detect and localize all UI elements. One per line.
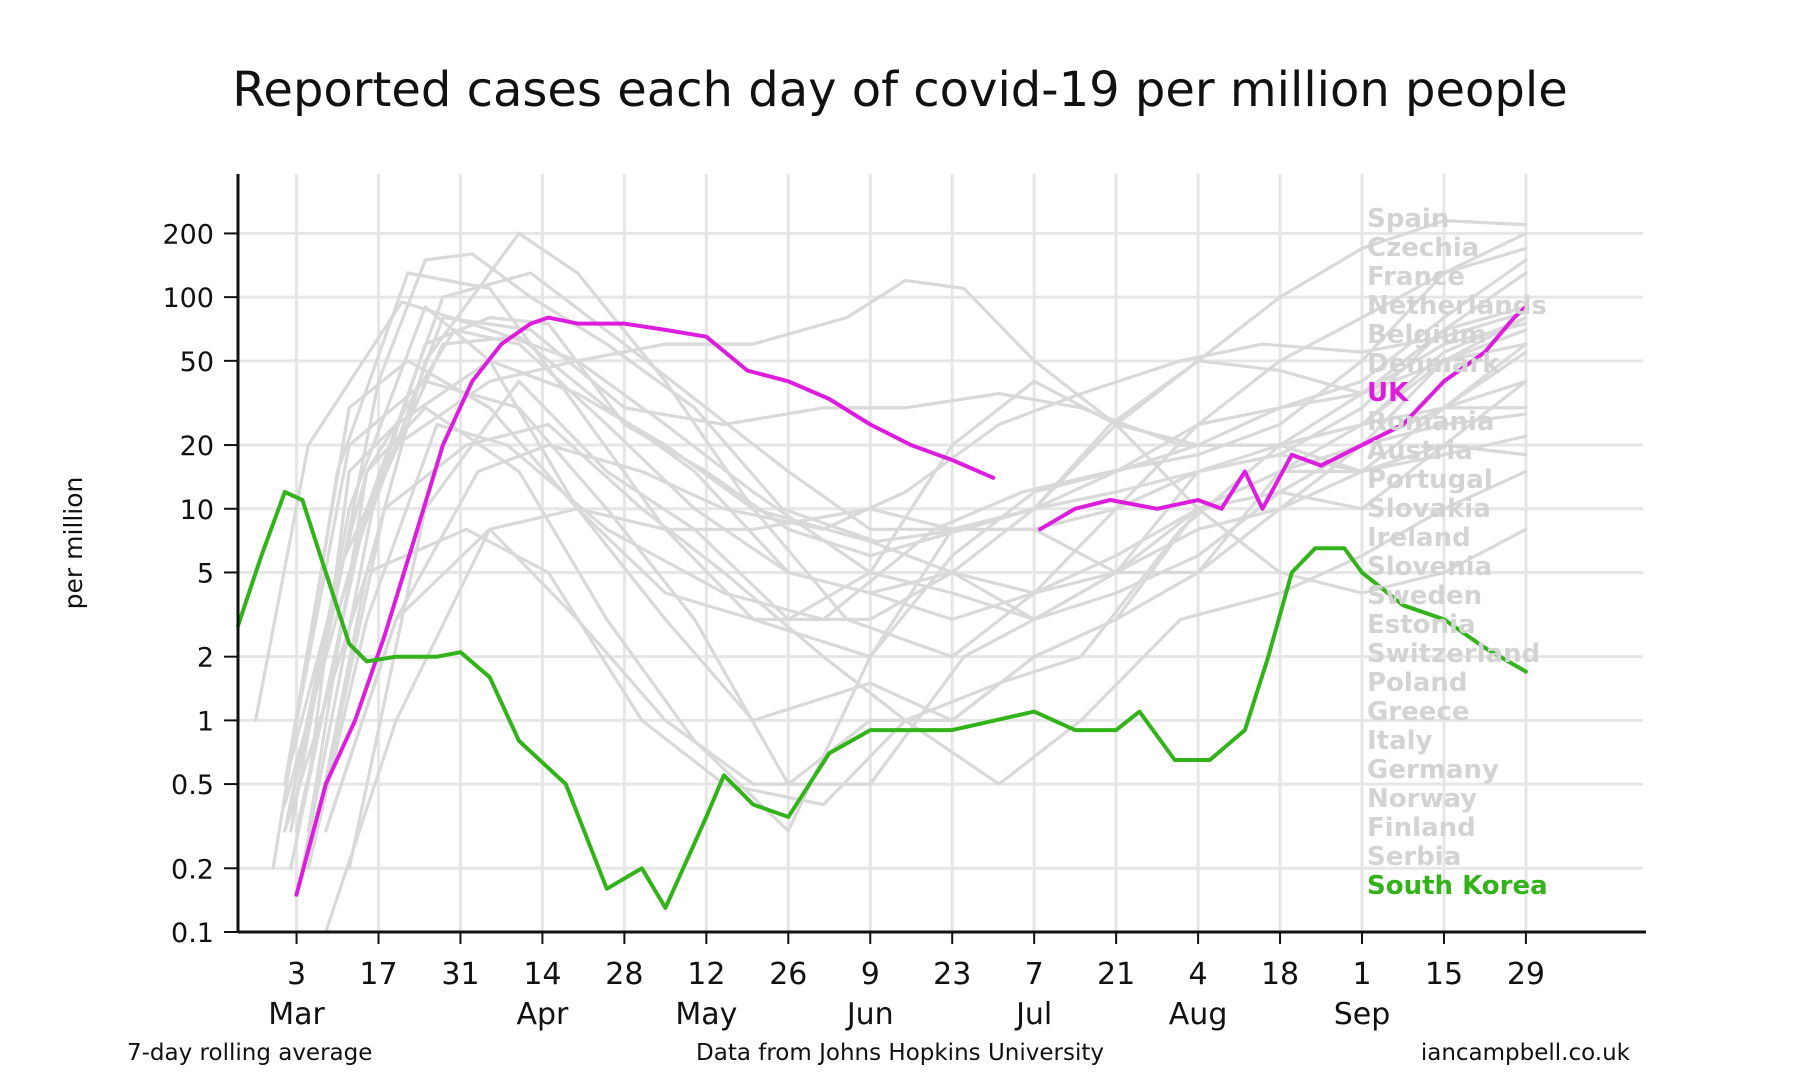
legend-entry: Slovakia [1367, 494, 1491, 524]
x-month-label: May [675, 997, 737, 1032]
series-line-uk [294, 304, 1528, 897]
series-line-germany [283, 328, 1528, 786]
series-line-switzerland [271, 271, 1528, 870]
x-tick-label: 29 [1507, 957, 1545, 992]
series-line-ireland [306, 231, 1528, 870]
legend-entry: Switzerland [1367, 639, 1540, 669]
x-tick-label: 26 [769, 957, 807, 992]
legend-entry: Poland [1367, 668, 1468, 698]
series-line-serbia [347, 379, 1528, 870]
series-line-poland [324, 379, 1528, 934]
x-tick-labels: 3 Mar 17 31 14 Apr 28 12 May 26 9 Jun 23 7 Jul 21 4 Aug 18… [268, 957, 1545, 1032]
y-axis-label: per million [59, 477, 88, 610]
y-tick-label: 5 [197, 558, 214, 589]
legend: SpainCzechiaFranceNetherlandsBelgiumDenm… [1367, 204, 1548, 901]
series-line-estonia [283, 379, 1528, 786]
legend-entry: Finland [1367, 813, 1476, 843]
legend-entry: South Korea [1367, 871, 1548, 901]
highlighted-series-lines [236, 304, 1528, 910]
legend-entry: Sweden [1367, 581, 1482, 611]
chart-title: Reported cases each day of covid-19 per … [232, 62, 1568, 118]
legend-entry: Spain [1367, 204, 1449, 234]
legend-entry: Austria [1367, 436, 1473, 466]
y-tick-label: 100 [162, 283, 214, 314]
axes [224, 174, 1646, 944]
legend-entry: Ireland [1367, 523, 1471, 553]
series-line-finland [306, 422, 1528, 870]
y-tick-label: 10 [180, 495, 214, 526]
x-tick-label: 15 [1425, 957, 1463, 992]
x-tick-label: 9 [861, 957, 880, 992]
y-tick-label: 1 [197, 706, 214, 737]
x-month-label: Apr [516, 997, 569, 1032]
x-tick-label: 31 [441, 957, 479, 992]
y-tick-label: 20 [180, 431, 214, 462]
x-tick-label: 4 [1189, 957, 1208, 992]
x-month-label: Mar [268, 997, 325, 1032]
x-tick-label: 7 [1025, 957, 1044, 992]
x-tick-label: 1 [1352, 957, 1371, 992]
x-tick-label: 28 [605, 957, 643, 992]
x-tick-label: 12 [687, 957, 725, 992]
y-tick-label: 0.2 [171, 854, 214, 885]
series-line-spain [283, 219, 1528, 833]
legend-entry: France [1367, 262, 1465, 292]
legend-entry: Germany [1367, 755, 1499, 785]
legend-entry: Italy [1367, 726, 1433, 756]
footer-source: Data from Johns Hopkins University [696, 1040, 1104, 1066]
legend-entry: Romania [1367, 407, 1495, 437]
footer-note: 7-day rolling average [127, 1040, 373, 1066]
background-series-lines [254, 219, 1528, 934]
y-tick-label: 200 [162, 219, 214, 250]
legend-entry: Denmark [1367, 349, 1500, 379]
legend-entry: Czechia [1367, 233, 1479, 263]
series-line-south-korea [236, 490, 1528, 910]
legend-entry: UK [1367, 378, 1409, 408]
x-tick-label: 17 [359, 957, 397, 992]
series-line-romania [324, 310, 1528, 833]
legend-entry: Belgium [1367, 320, 1487, 350]
y-tick-label: 0.5 [171, 770, 214, 801]
legend-entry: Greece [1367, 697, 1469, 727]
legend-entry: Portugal [1367, 465, 1493, 495]
series-line-slovenia [306, 342, 1528, 833]
x-tick-label: 14 [523, 957, 561, 992]
legend-entry: Norway [1367, 784, 1477, 814]
legend-entry: Serbia [1367, 842, 1461, 872]
x-month-label: Jun [845, 997, 894, 1032]
footer-credit: iancampbell.co.uk [1420, 1040, 1630, 1066]
x-tick-label: 21 [1097, 957, 1135, 992]
x-tick-label: 3 [287, 957, 306, 992]
x-month-label: Sep [1334, 997, 1391, 1032]
x-tick-label: 23 [933, 957, 971, 992]
series-line-belgium [294, 271, 1528, 833]
y-tick-label: 0.1 [171, 918, 214, 949]
x-month-label: Aug [1169, 997, 1228, 1032]
y-tick-label: 50 [180, 347, 214, 378]
series-line-sweden [283, 278, 1528, 833]
y-tick-label: 2 [197, 643, 214, 674]
x-month-label: Jul [1014, 997, 1052, 1032]
y-tick-labels: 0.1 0.2 0.5 1 2 5 10 20 50 100 200 [162, 219, 214, 949]
legend-entry: Slovenia [1367, 552, 1492, 582]
series-line-slovakia [324, 316, 1528, 833]
series-line-norway [283, 359, 1528, 786]
x-tick-label: 18 [1261, 957, 1299, 992]
legend-entry: Netherlands [1367, 291, 1547, 321]
series-line-austria [289, 305, 1528, 833]
legend-entry: Estonia [1367, 610, 1476, 640]
series-line-portugal [300, 316, 1528, 870]
